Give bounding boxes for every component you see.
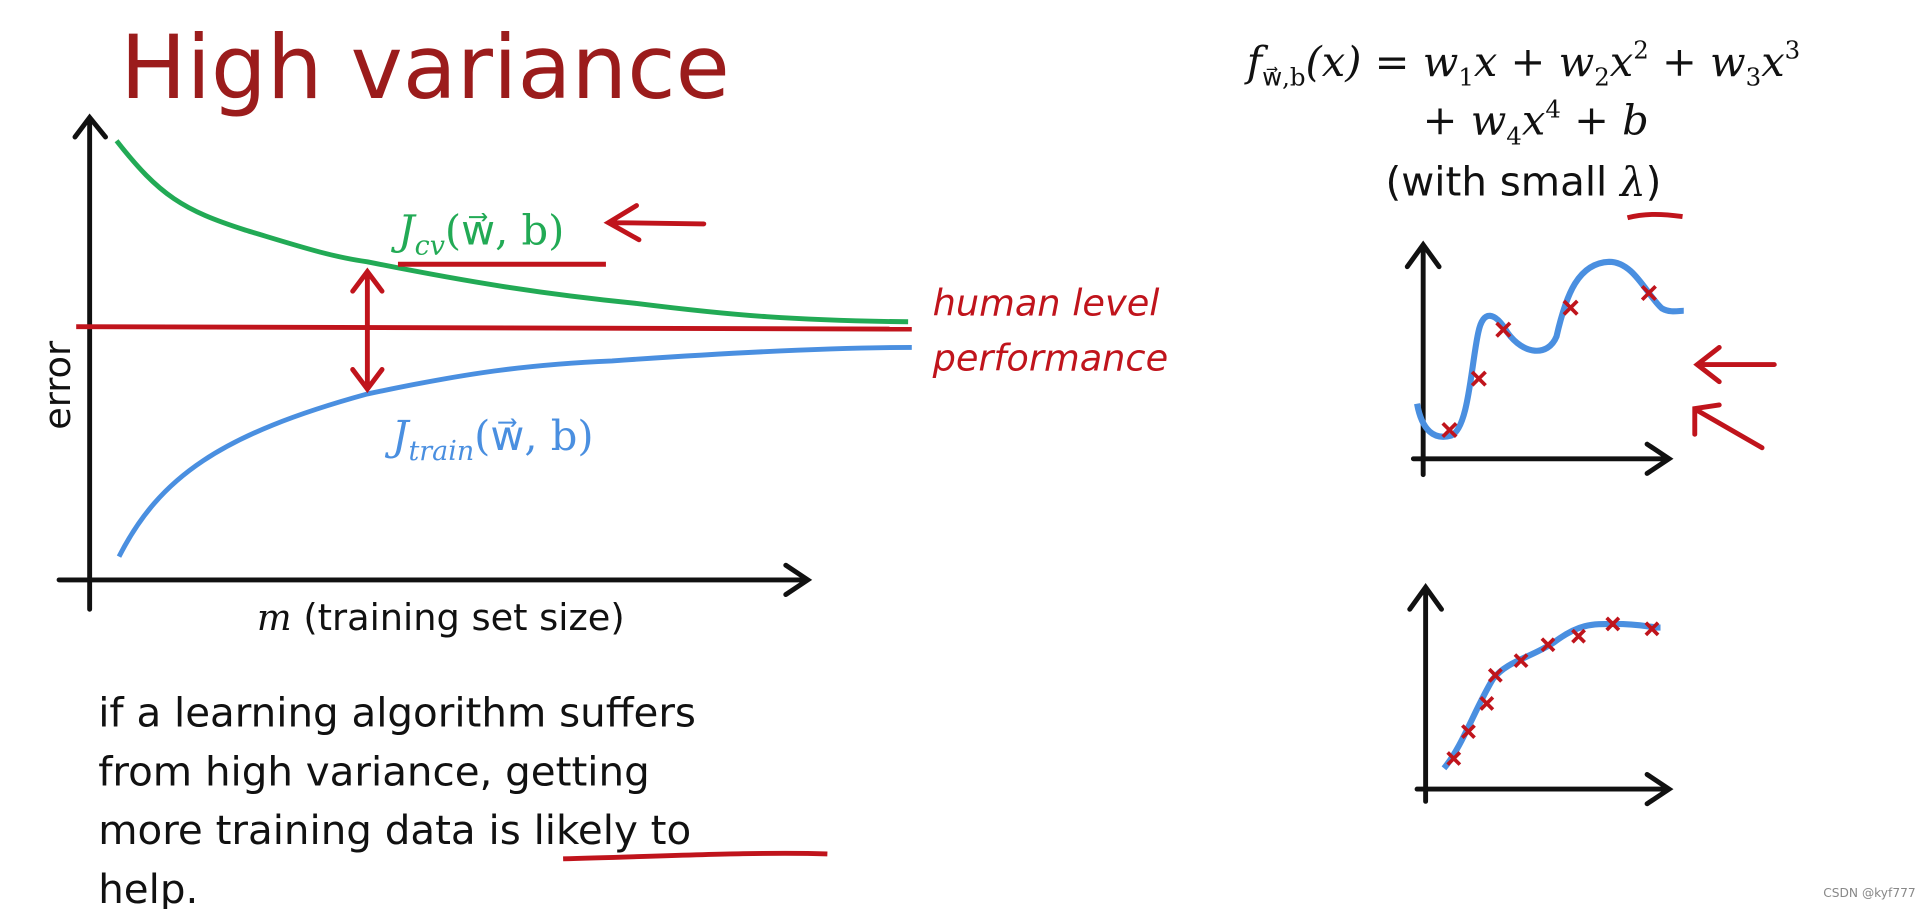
formula-note: (with small λ) — [1386, 159, 1662, 206]
x-axis-label: m (training set size) — [257, 596, 625, 639]
pointer-arrow — [603, 203, 707, 243]
formula-sup: 4 — [1545, 94, 1561, 123]
formula-part: x + w — [1474, 37, 1594, 86]
train-label-args: (w⃗, b) — [474, 411, 594, 460]
body-segment: more training data — [98, 807, 488, 854]
formula-part: x — [1522, 96, 1545, 145]
cv-label-sub: cv — [415, 230, 445, 261]
body-line: help. — [98, 866, 198, 909]
body-line: from high variance, getting — [98, 748, 650, 795]
formula-sup: 3 — [1785, 36, 1801, 65]
formula-sub: 3 — [1746, 63, 1762, 92]
data-points — [1441, 284, 1657, 439]
body-line: more training data is likely to — [98, 807, 691, 854]
x-axis — [56, 562, 813, 598]
body-text: if a learning algorithm suffers from hig… — [98, 690, 696, 909]
gap-arrow — [350, 267, 385, 394]
y-axis-label: error — [36, 340, 79, 430]
cv-label-j: J — [391, 206, 417, 255]
pointer-arrow — [1693, 345, 1777, 385]
formula-part: (x) = w — [1306, 37, 1459, 86]
train-label-j: J — [385, 411, 411, 460]
formula-sub: 2 — [1594, 63, 1610, 92]
axes — [56, 113, 813, 612]
formula-part: x — [1610, 37, 1633, 86]
sketch-axes — [1404, 240, 1674, 478]
note-part: (with small — [1386, 159, 1621, 206]
x-axis-desc: (training set size) — [292, 596, 625, 639]
body-line: if a learning algorithm suffers — [98, 690, 696, 737]
train-label: Jtrain(w⃗, b) — [385, 411, 594, 467]
reference-label: human level — [933, 282, 1161, 325]
formula-sub: 1 — [1458, 63, 1474, 92]
formula-sup: 2 — [1633, 36, 1649, 65]
formula-part: + b — [1561, 96, 1649, 145]
reference-label: performance — [932, 337, 1169, 380]
formula-sub: 4 — [1506, 121, 1522, 150]
cv-label: Jcv(w⃗, b) — [391, 206, 564, 262]
train-curve — [116, 345, 912, 558]
reference-line — [76, 324, 912, 332]
sketch-axes — [1407, 583, 1674, 807]
formula-line: fw⃗,b(x) = w1x + w2x2 + w3x3 — [1244, 36, 1801, 92]
fit-curve — [1441, 620, 1661, 771]
formula-part: + w — [1423, 96, 1507, 145]
body-emphasis: is likely to — [489, 807, 692, 854]
y-axis — [72, 113, 109, 612]
note-lambda: λ — [1618, 159, 1646, 206]
note-part: ) — [1646, 159, 1662, 206]
data-points — [1446, 616, 1660, 766]
train-label-sub: train — [409, 436, 475, 467]
underline — [563, 850, 828, 862]
formula-sub: w⃗,b — [1262, 63, 1305, 92]
formula-part: + w — [1649, 37, 1746, 86]
pointer-arrow — [1692, 402, 1765, 451]
underline — [1626, 211, 1683, 221]
cv-curve — [114, 139, 909, 325]
formula-line: + w4x4 + b — [1423, 94, 1649, 150]
formula-part: x — [1761, 37, 1784, 86]
watermark: CSDN @kyf777 — [1823, 886, 1915, 900]
cv-label-args: (w⃗, b) — [445, 206, 565, 255]
title: High variance — [120, 16, 730, 119]
x-axis-var: m — [257, 596, 292, 639]
